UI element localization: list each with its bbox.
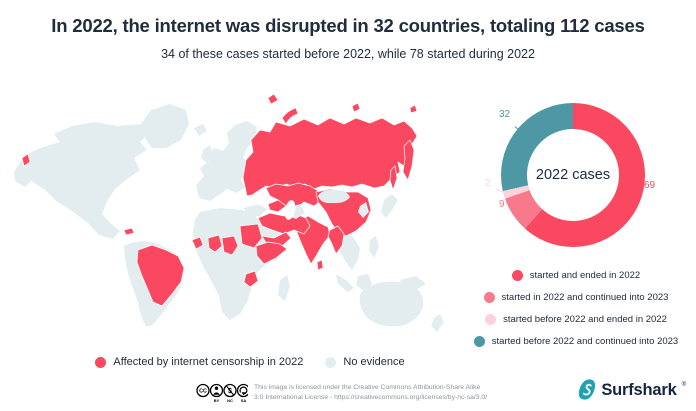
mongolia xyxy=(318,189,350,204)
cc-circle-icon xyxy=(196,383,210,398)
zimbabwe xyxy=(243,270,259,288)
page-subtitle: 34 of these cases started before 2022, w… xyxy=(161,47,535,61)
license-line-2: 3.0 International License - https://crea… xyxy=(254,394,488,401)
legend-row: started in 2022 and continued into 2023 xyxy=(452,286,696,308)
madagascar xyxy=(278,275,290,301)
sakhalin xyxy=(389,165,398,191)
page-title: In 2022, the internet was disrupted in 3… xyxy=(51,15,645,36)
person-icon xyxy=(214,386,219,390)
legend-dot-icon xyxy=(485,313,497,325)
japan xyxy=(381,194,398,218)
surfshark-logo: Surfshark ® xyxy=(578,378,686,402)
ethiopia-somalia xyxy=(255,241,288,265)
united-kingdom xyxy=(201,145,213,163)
legend-dot-icon xyxy=(511,269,523,281)
sudan xyxy=(239,223,263,249)
turkey xyxy=(244,204,267,216)
affected-dot-icon xyxy=(95,356,107,368)
gray-overlays xyxy=(246,189,398,220)
nigeria xyxy=(221,235,239,256)
dollar-icon: $ xyxy=(228,388,232,395)
person-body-icon xyxy=(213,392,220,395)
myanmar-bangladesh xyxy=(327,225,345,255)
slice-value-69: 69 xyxy=(644,180,656,191)
nc-label: NC xyxy=(227,398,233,403)
new-zealand xyxy=(431,314,444,332)
slice-value-2: 2 xyxy=(485,178,491,189)
world-map xyxy=(0,88,480,358)
legend-row: started and ended in 2022 xyxy=(452,264,696,286)
australia xyxy=(359,281,424,327)
chart-legend: started and ended in 2022 started in 202… xyxy=(452,264,696,352)
brazil xyxy=(136,244,185,307)
cc-glyph: CC xyxy=(199,389,207,395)
legend-label: started before 2022 and ended in 2022 xyxy=(503,313,667,325)
greenland xyxy=(141,104,189,148)
north-america xyxy=(14,122,150,239)
creative-commons-badge: CC $ BY NC SA xyxy=(196,383,251,403)
guinea xyxy=(191,236,204,250)
world-map-svg xyxy=(14,93,444,332)
black-sea xyxy=(246,196,262,206)
slash-icon xyxy=(226,385,234,396)
legend-label: started before 2022 and continued into 2… xyxy=(491,335,679,347)
map-legend-no-evidence: No evidence xyxy=(325,356,405,368)
surfshark-fin-icon xyxy=(579,379,596,400)
cycle-arrow-icon xyxy=(239,386,248,395)
chukotka-tip xyxy=(21,153,31,167)
donut-chart: 2022 cases 69 9 2 32 xyxy=(485,103,655,247)
map-legend-affected-label: Affected by internet censorship in 2022 xyxy=(113,356,304,368)
slice-value-32: 32 xyxy=(499,109,511,120)
sumatra-malaysia xyxy=(336,274,354,292)
new-siberian-islands xyxy=(351,102,361,113)
philippines xyxy=(369,236,379,258)
cuba xyxy=(123,227,135,236)
sri-lanka xyxy=(316,259,324,271)
europe xyxy=(196,121,257,201)
affected-countries xyxy=(21,93,418,307)
kamchatka xyxy=(402,139,415,181)
arrowhead-icon xyxy=(241,392,246,396)
novaya-zemlya xyxy=(281,107,299,125)
caucasus xyxy=(267,199,287,213)
map-legend-affected: Affected by internet censorship in 2022 xyxy=(95,356,303,368)
donut-hole: 2022 cases xyxy=(527,129,619,221)
slice-value-9: 9 xyxy=(499,199,505,210)
iceland xyxy=(194,124,207,136)
license-text: This image is licensed under the Creativ… xyxy=(254,383,487,403)
caspian-sea xyxy=(284,200,296,220)
legend-label: started in 2022 and continued into 2023 xyxy=(501,291,669,303)
map-legend-no-evidence-label: No evidence xyxy=(343,356,405,368)
legend-row: started before 2022 and ended in 2022 xyxy=(452,308,696,330)
wrangel-island xyxy=(409,104,418,114)
legend-dot-icon xyxy=(483,291,495,303)
registered-mark: ® xyxy=(681,382,686,388)
slice-leader-69 xyxy=(633,187,643,189)
ghana-burkina xyxy=(207,234,223,253)
legend-row: started before 2022 and continued into 2… xyxy=(452,330,696,352)
cc-badge-svg: CC $ BY NC SA xyxy=(196,383,251,403)
svalbard xyxy=(267,93,279,105)
by-circle-icon xyxy=(209,383,224,398)
korea xyxy=(358,202,369,218)
legend-label: started and ended in 2022 xyxy=(529,269,641,281)
map-legend: Affected by internet censorship in 2022 … xyxy=(0,356,480,368)
borneo xyxy=(356,274,372,291)
donut-center-label: 2022 cases xyxy=(535,167,611,183)
russia xyxy=(242,117,418,197)
no-evidence-dot-icon xyxy=(325,356,337,368)
license-line-1: This image is licensed under the Creativ… xyxy=(254,384,481,391)
by-label: BY xyxy=(214,398,220,403)
sa-label: SA xyxy=(241,398,247,403)
brand-name: Surfshark xyxy=(601,381,677,399)
legend-dot-icon xyxy=(473,335,485,347)
